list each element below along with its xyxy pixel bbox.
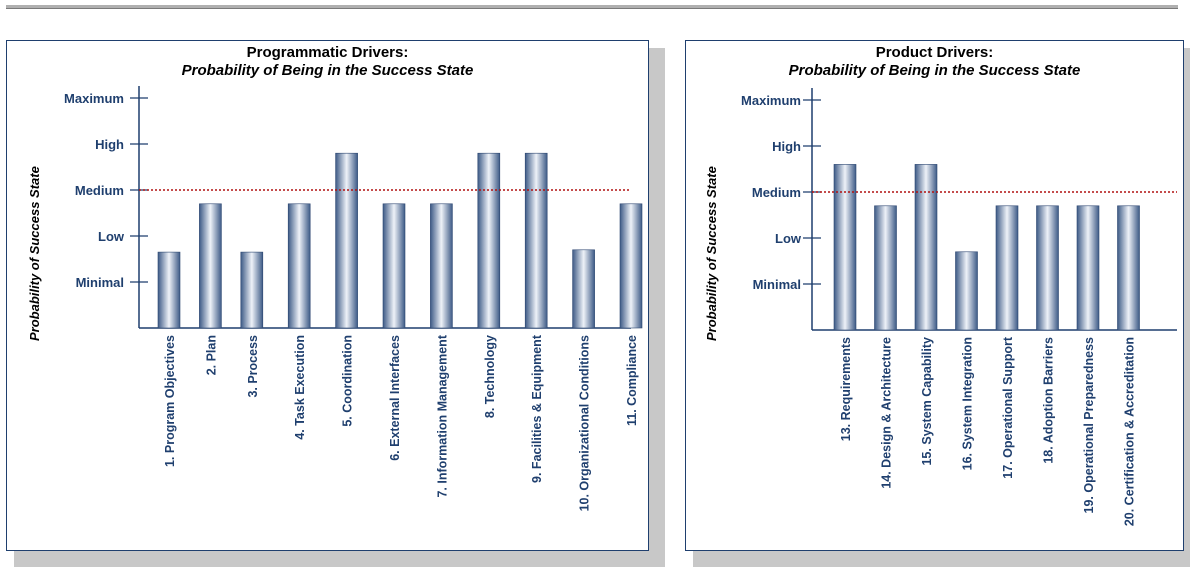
chart-title-line2: Probability of Being in the Success Stat…	[181, 62, 474, 79]
top-divider	[6, 5, 1178, 9]
bar	[1117, 205, 1140, 331]
y-tick-label: Minimal	[76, 275, 124, 290]
bar	[572, 249, 595, 329]
bar	[874, 205, 897, 331]
bar	[477, 152, 501, 329]
x-tick-label: 16. System Integration	[961, 337, 975, 470]
chart-title-line1: Product Drivers:	[875, 44, 994, 61]
x-tick-label: 13. Requirements	[839, 337, 853, 441]
bar	[619, 203, 643, 329]
product-drivers-plot: Minimal Low Medium High Maximum 13. Requireme…	[741, 88, 1177, 526]
bar	[382, 203, 406, 329]
y-tick-label: Low	[98, 229, 125, 244]
programmatic-drivers-chart: Programmatic Drivers: Probability of Bei…	[6, 40, 649, 551]
x-tick-label: 14. Design & Architecture	[880, 337, 894, 489]
x-tick-label: 11. Compliance	[625, 335, 639, 426]
bar	[955, 251, 978, 331]
x-tick-label: 7. Information Management	[435, 334, 449, 497]
bar	[1036, 205, 1059, 331]
bar	[995, 205, 1019, 331]
chart-title-line2: Probability of Being in the Success Stat…	[788, 62, 1081, 79]
y-tick-label: High	[772, 139, 801, 154]
x-tick-label: 19. Operational Preparedness	[1082, 337, 1096, 514]
chart-title: Programmatic Drivers: Probability of Bei…	[7, 44, 648, 80]
y-tick-label: Medium	[75, 183, 124, 198]
y-tick-label: Maximum	[741, 93, 801, 108]
bar	[240, 251, 264, 329]
x-tick-label: 4. Task Execution	[293, 335, 307, 440]
y-tick-label: Maximum	[64, 91, 124, 106]
x-tick-label: 2. Plan	[204, 335, 218, 375]
y-tick-label: Medium	[752, 185, 801, 200]
bar	[1076, 205, 1100, 331]
x-tick-label: 10. Organizational Conditions	[578, 335, 592, 511]
bar	[914, 164, 938, 331]
bar	[199, 203, 222, 329]
bar	[157, 251, 181, 329]
bar	[430, 203, 453, 329]
x-tick-label: 15. System Capability	[920, 337, 934, 466]
y-tick-label: Low	[775, 231, 802, 246]
bar	[833, 164, 857, 331]
bar	[335, 152, 358, 329]
x-tick-label: 1. Program Objectives	[163, 335, 177, 467]
x-tick-label: 8. Technology	[483, 335, 497, 418]
bar	[524, 152, 548, 329]
chart-title-line1: Programmatic Drivers:	[246, 44, 409, 61]
y-tick-label: Minimal	[753, 277, 801, 292]
x-tick-label: 6. External Interfaces	[388, 335, 402, 461]
programmatic-drivers-plot: Minimal Low Medium High Maximum 1. Program Ob…	[64, 86, 643, 511]
x-tick-label: 18. Adoption Barriers	[1042, 337, 1056, 464]
bar	[287, 203, 311, 329]
chart-title: Product Drivers: Probability of Being in…	[686, 44, 1183, 80]
product-drivers-chart: Product Drivers: Probability of Being in…	[685, 40, 1184, 551]
x-tick-label: 3. Process	[246, 335, 260, 398]
x-tick-label: 5. Coordination	[341, 335, 355, 427]
y-tick-label: High	[95, 137, 124, 152]
x-tick-label: 9. Facilities & Equipment	[530, 334, 544, 483]
x-tick-label: 20. Certification & Accreditation	[1123, 337, 1137, 526]
x-tick-label: 17. Operational Support	[1001, 336, 1015, 479]
